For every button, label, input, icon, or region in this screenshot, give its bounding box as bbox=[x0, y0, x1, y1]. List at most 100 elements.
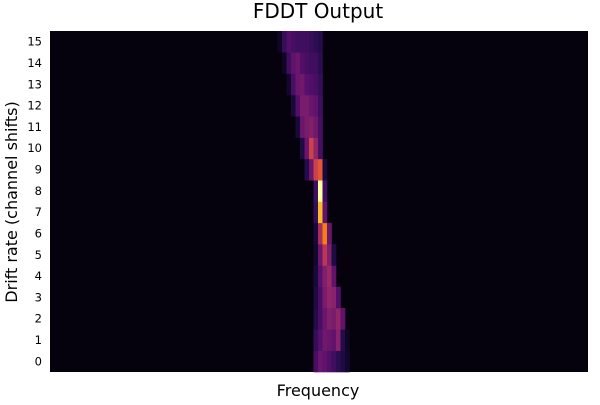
heatmap-cell bbox=[322, 286, 328, 309]
heatmap-cell bbox=[304, 137, 310, 160]
heatmap-cell bbox=[313, 308, 319, 330]
heatmap-cell bbox=[309, 73, 314, 96]
heatmap-cell bbox=[318, 265, 323, 288]
y-tick-label: 1 bbox=[35, 333, 42, 347]
heatmap-cell bbox=[313, 73, 319, 96]
heatmap-cell bbox=[322, 180, 328, 202]
heatmap-cell bbox=[309, 137, 314, 160]
heatmap-cell bbox=[300, 116, 305, 138]
heatmap-cell bbox=[336, 286, 341, 309]
x-axis-label: Frequency bbox=[277, 381, 360, 400]
y-tick-label: 9 bbox=[35, 163, 42, 177]
heatmap-cell bbox=[295, 52, 301, 74]
heatmap-cell bbox=[295, 94, 301, 117]
heatmap-cell bbox=[318, 244, 323, 266]
heatmap-cell bbox=[313, 350, 319, 373]
heatmap-cell bbox=[327, 265, 332, 288]
heatmap-cell bbox=[309, 116, 314, 138]
heatmap-cell bbox=[291, 31, 296, 53]
heatmap-cell bbox=[327, 286, 332, 309]
heatmap-cell bbox=[277, 31, 283, 53]
heatmap-cell bbox=[318, 31, 323, 53]
heatmap-cell bbox=[304, 158, 310, 181]
heatmap-cell bbox=[322, 265, 328, 288]
heatmap-cell bbox=[331, 265, 337, 288]
plot-area bbox=[50, 31, 588, 373]
heatmap-cell bbox=[313, 265, 319, 288]
heatmap-cell bbox=[318, 222, 323, 245]
heatmap-cell bbox=[318, 286, 323, 309]
heatmap-cell bbox=[300, 31, 305, 53]
heatmap-cell bbox=[318, 94, 323, 117]
chart-title: FDDT Output bbox=[253, 0, 384, 23]
heatmap-cell bbox=[286, 73, 292, 96]
y-tick-label: 7 bbox=[35, 205, 42, 219]
heatmap-cell bbox=[295, 73, 301, 96]
heatmap-cell bbox=[318, 201, 323, 224]
y-tick-label: 5 bbox=[35, 248, 42, 262]
heatmap-cell bbox=[291, 73, 296, 96]
heatmap-cell bbox=[309, 158, 314, 181]
heatmap-cell bbox=[313, 244, 319, 266]
heatmap-cell bbox=[313, 94, 319, 117]
heatmap-cell bbox=[322, 308, 328, 330]
heatmap-cell bbox=[327, 329, 332, 351]
heatmap-cell bbox=[291, 94, 296, 117]
heatmap-cell bbox=[322, 244, 328, 266]
y-tick-label: 6 bbox=[35, 226, 42, 240]
heatmap-cell bbox=[318, 180, 323, 202]
y-tick-label: 8 bbox=[35, 184, 42, 198]
y-tick-label: 2 bbox=[35, 312, 42, 326]
heatmap-cell bbox=[313, 222, 319, 245]
y-tick-label: 10 bbox=[27, 141, 42, 155]
heatmap-cell bbox=[313, 137, 319, 160]
heatmap-cell bbox=[327, 350, 332, 373]
heatmap-cell bbox=[318, 350, 323, 373]
y-tick-label: 12 bbox=[27, 99, 42, 113]
heatmap-cell bbox=[313, 52, 319, 74]
heatmap-cell bbox=[309, 94, 314, 117]
heatmap-cell bbox=[331, 286, 337, 309]
heatmap-cell bbox=[300, 94, 305, 117]
heatmap-cell bbox=[300, 73, 305, 96]
heatmap-cell bbox=[291, 52, 296, 74]
heatmap-cell bbox=[336, 329, 341, 351]
heatmap-cell bbox=[282, 31, 287, 53]
heatmap-cell bbox=[322, 158, 328, 181]
heatmap-cell bbox=[313, 116, 319, 138]
heatmap-cell bbox=[331, 308, 337, 330]
heatmap-cell bbox=[318, 329, 323, 351]
heatmap-cell bbox=[318, 73, 323, 96]
y-tick-label: 3 bbox=[35, 290, 42, 304]
heatmap-cell bbox=[322, 350, 328, 373]
heatmap-cell bbox=[322, 201, 328, 224]
heatmap-cell bbox=[327, 308, 332, 330]
heatmap-cell bbox=[318, 308, 323, 330]
heatmap-cell bbox=[313, 329, 319, 351]
heatmap-cell bbox=[318, 52, 323, 74]
heatmap-cell bbox=[322, 222, 328, 245]
heatmap-cell bbox=[327, 244, 332, 266]
y-tick-label: 0 bbox=[35, 354, 42, 368]
heatmap-cell bbox=[304, 94, 310, 117]
heatmap-cell bbox=[313, 31, 319, 53]
heatmap-cell bbox=[318, 137, 323, 160]
heatmap-cell bbox=[318, 158, 323, 181]
heatmap-cell bbox=[318, 116, 323, 138]
y-tick-label: 14 bbox=[27, 56, 42, 70]
y-tick-label: 13 bbox=[27, 77, 42, 91]
heatmap-cell bbox=[340, 308, 346, 330]
heatmap-cell bbox=[336, 308, 341, 330]
heatmap-cell bbox=[304, 73, 310, 96]
heatmap-cell bbox=[309, 31, 314, 53]
heatmap-cell bbox=[313, 201, 319, 224]
heatmap-cell bbox=[345, 329, 350, 351]
heatmap-cell bbox=[295, 116, 301, 138]
heatmap-cell bbox=[313, 286, 319, 309]
heatmap-cell bbox=[331, 329, 337, 351]
heatmap-cell bbox=[313, 180, 319, 202]
heatmap-cell bbox=[327, 222, 332, 245]
